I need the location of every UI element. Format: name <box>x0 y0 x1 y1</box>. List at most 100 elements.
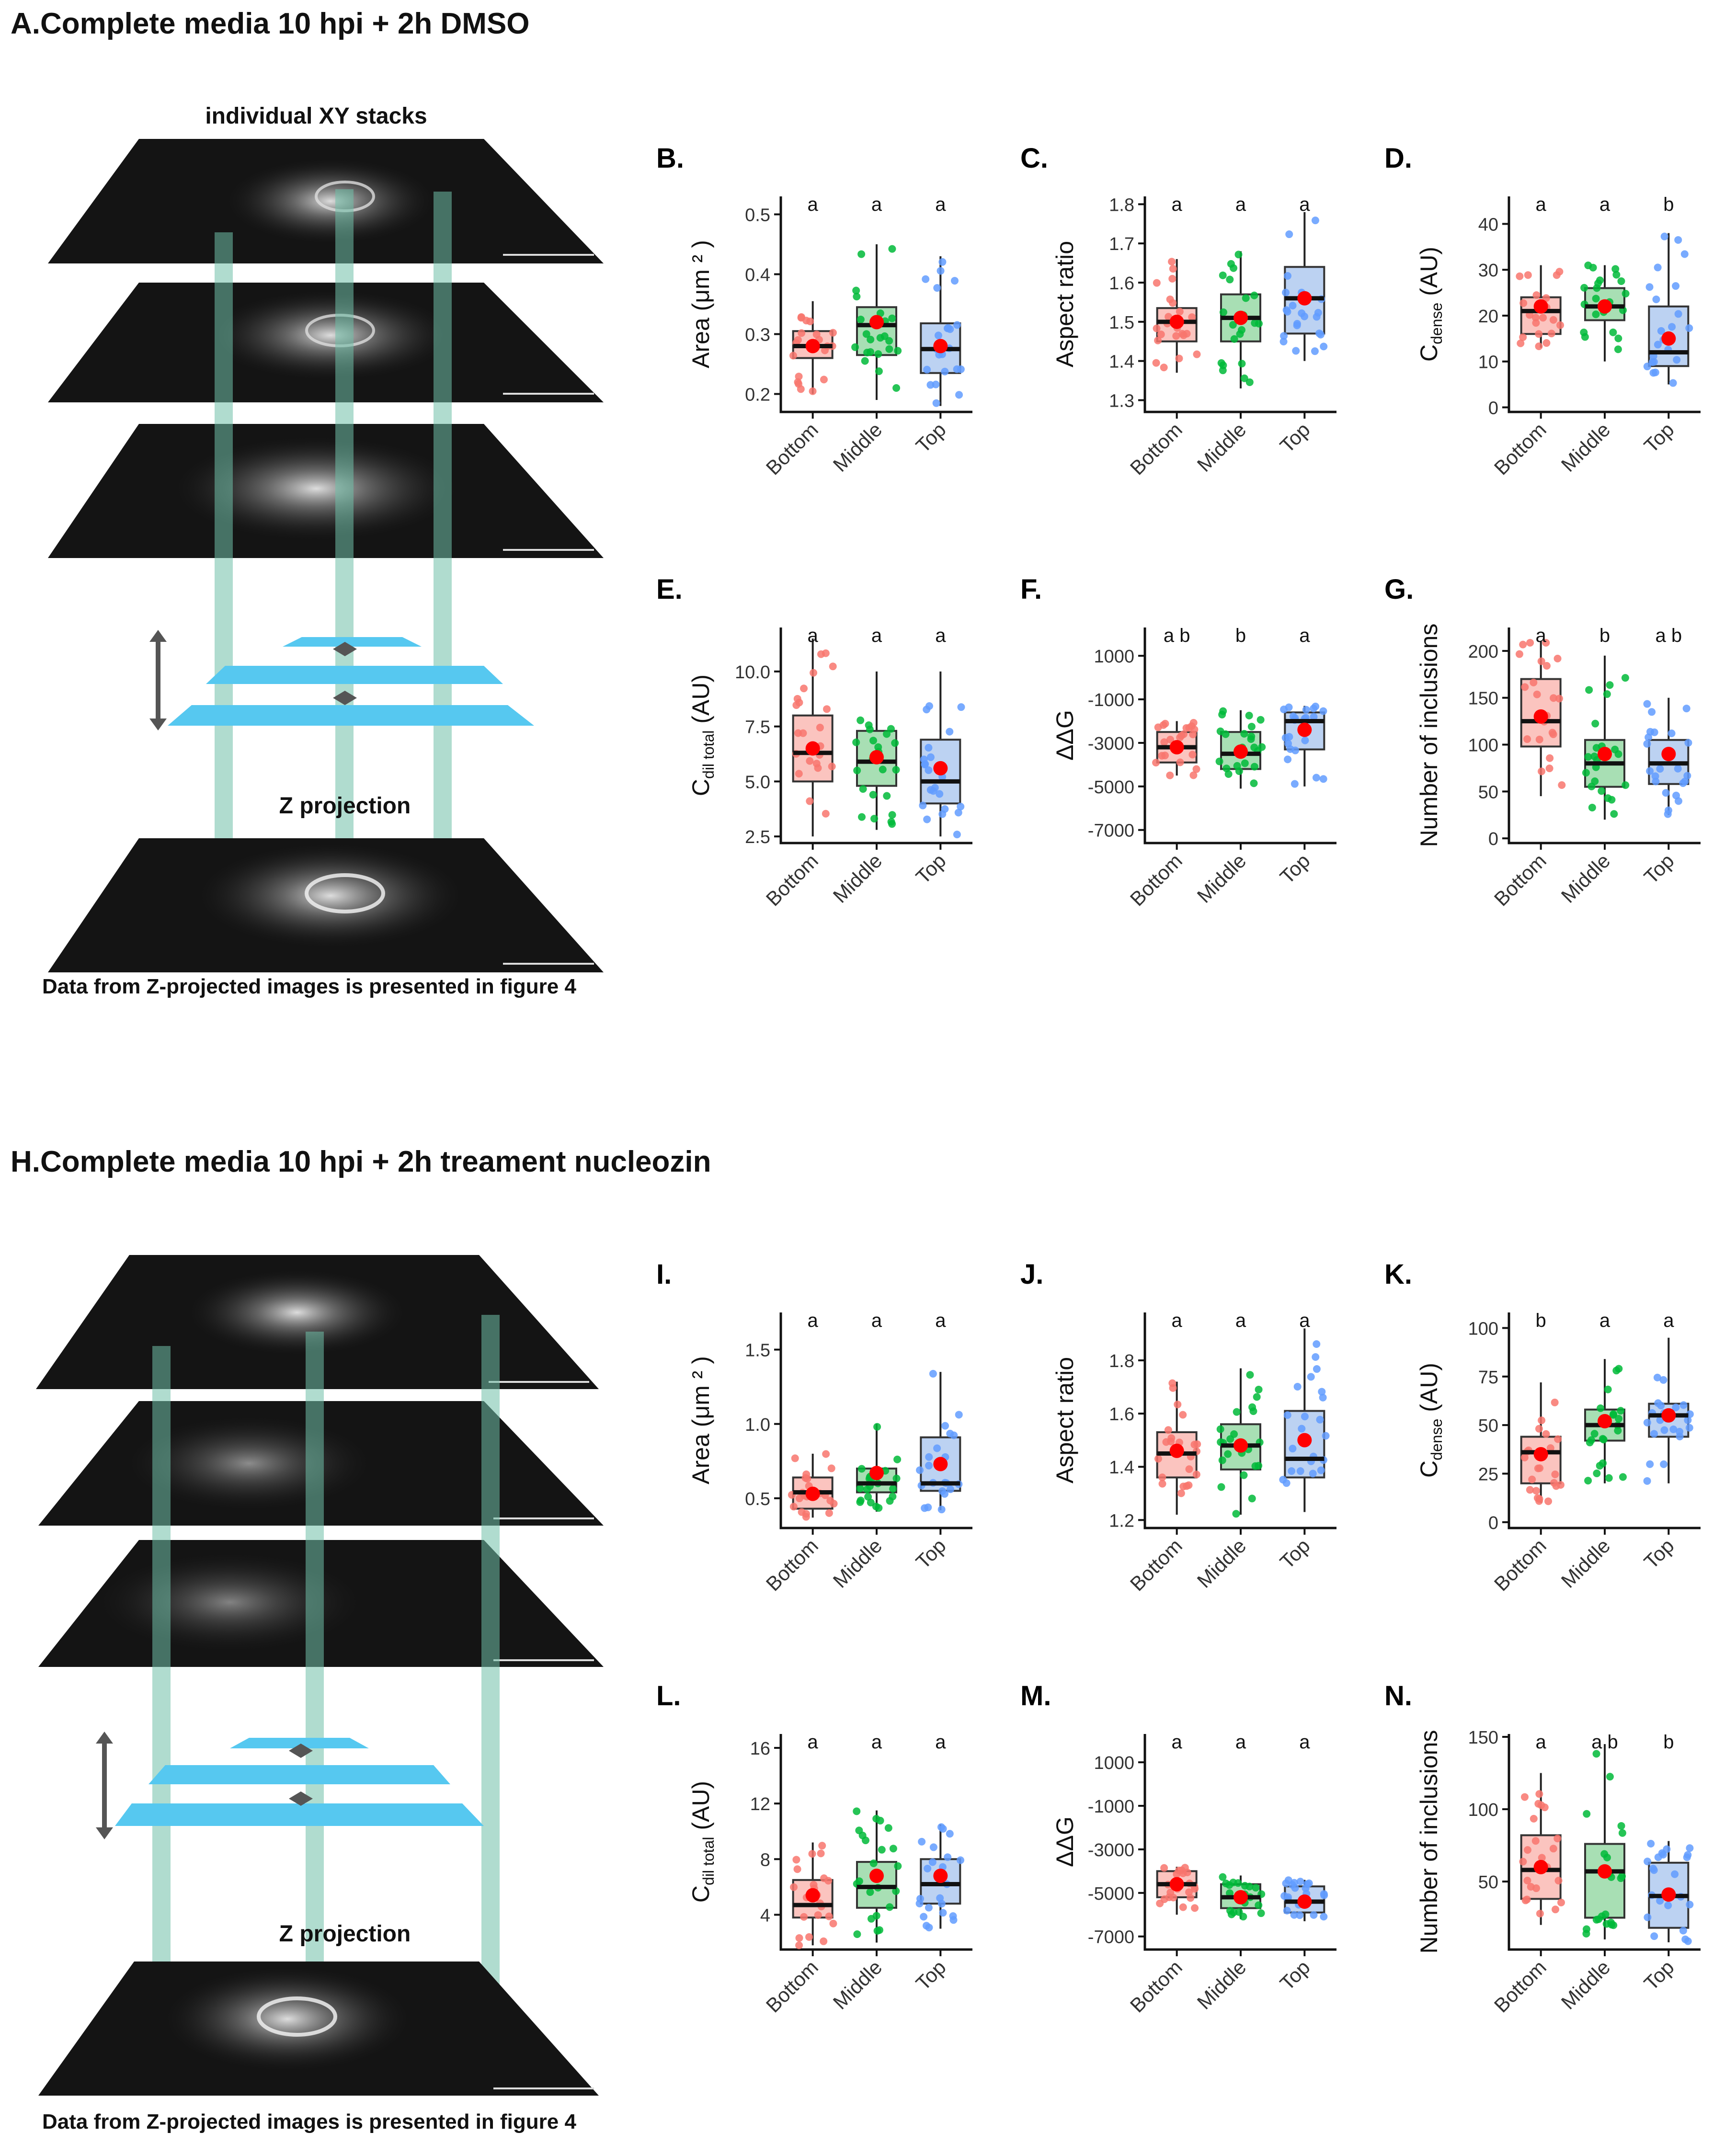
data-point <box>1654 1399 1662 1407</box>
data-point <box>1158 1473 1166 1482</box>
y-tick-label: 1.8 <box>1109 195 1134 215</box>
data-point <box>1645 283 1654 291</box>
x-tick-label: Middle <box>1557 1534 1615 1592</box>
projection-columns <box>152 1315 500 2043</box>
significance-letter: a <box>808 1732 819 1753</box>
data-point <box>1516 272 1524 280</box>
data-point <box>1252 1883 1260 1892</box>
box-top <box>919 671 965 839</box>
data-point <box>1686 1901 1694 1909</box>
data-point <box>1546 754 1554 762</box>
data-point <box>1556 1481 1565 1489</box>
data-point <box>1539 314 1547 322</box>
chart-I: I. 0.5 1.0 1.5 Area (μm ² ) a Bottom a Middle a To… <box>656 1259 972 1595</box>
chart-J: J. 1.2 1.4 1.6 1.8 Aspect ratio a Bottom a Middle… <box>1020 1259 1336 1595</box>
x-tick-label: Bottom <box>762 849 822 910</box>
x-tick-label: Middle <box>1557 849 1615 907</box>
data-point <box>798 329 806 337</box>
panel-label: C. <box>1020 143 1048 174</box>
significance-letter: a <box>1299 194 1310 215</box>
x-tick-label: Middle <box>1193 849 1251 907</box>
data-point <box>955 1411 963 1419</box>
y-tick-label: 5.0 <box>745 772 770 792</box>
box-bottom <box>1516 265 1565 350</box>
data-point <box>1606 1773 1614 1781</box>
data-point <box>790 1883 798 1891</box>
data-point <box>1193 1440 1201 1448</box>
data-point <box>889 1845 897 1853</box>
y-axis-label: Aspect ratio <box>1051 1357 1078 1483</box>
mean-point <box>1169 314 1184 329</box>
data-point <box>806 797 814 805</box>
data-point <box>861 357 869 365</box>
data-point <box>799 729 807 737</box>
data-point <box>1550 694 1558 702</box>
data-point <box>1542 1430 1550 1438</box>
data-point <box>1185 1465 1193 1473</box>
data-point <box>1537 657 1545 665</box>
data-point <box>1679 779 1687 787</box>
data-point <box>1609 328 1617 336</box>
y-tick-label: -3000 <box>1088 1840 1134 1860</box>
data-point <box>795 698 803 707</box>
data-point <box>1671 1870 1679 1878</box>
data-point <box>1617 277 1625 285</box>
data-point <box>1592 1750 1600 1758</box>
box-top <box>1279 212 1328 361</box>
data-point <box>1676 1427 1684 1436</box>
x-tick-label: Bottom <box>762 1534 822 1595</box>
panel-label: I. <box>656 1259 672 1290</box>
data-point <box>1652 295 1660 303</box>
data-point <box>1153 279 1161 287</box>
box-middle <box>852 671 900 830</box>
data-point <box>1248 1403 1256 1411</box>
data-point <box>1311 217 1319 225</box>
data-point <box>1535 1495 1543 1503</box>
data-point <box>795 372 803 380</box>
data-point <box>929 787 937 795</box>
axis-lines <box>1508 1734 1701 1951</box>
y-tick-label: 0.3 <box>745 325 770 345</box>
data-point <box>1650 1932 1658 1940</box>
data-point <box>1554 1877 1563 1885</box>
data-point <box>946 1830 954 1838</box>
data-point <box>828 763 836 771</box>
y-tick-label: 1.3 <box>1109 391 1134 411</box>
data-point <box>874 350 882 358</box>
box-middle <box>1582 655 1630 820</box>
chart-F: F. 1000 -1000 -3000 -5000 -7000 ΔΔG a b Bottom b M… <box>1020 574 1336 910</box>
data-point <box>1193 350 1201 358</box>
stack-illustration-a <box>48 139 604 972</box>
data-point <box>1225 1881 1233 1889</box>
xy-stack-2 <box>48 283 604 402</box>
data-point <box>1250 291 1258 299</box>
data-point <box>856 1498 864 1506</box>
box-bottom <box>1519 1773 1565 1925</box>
data-point <box>1551 1471 1559 1479</box>
x-tick-label: Bottom <box>1126 1534 1187 1595</box>
data-point <box>1532 1487 1540 1495</box>
data-point <box>950 1431 958 1439</box>
data-point <box>867 1498 875 1506</box>
data-point <box>1152 759 1160 767</box>
data-point <box>802 1470 811 1478</box>
data-point <box>1535 330 1543 338</box>
data-point <box>1152 359 1160 367</box>
significance-letter: b <box>1663 1732 1674 1753</box>
data-point <box>1667 730 1676 738</box>
data-point <box>1240 1471 1248 1479</box>
data-point <box>1296 1911 1304 1919</box>
data-point <box>1219 271 1227 279</box>
chart-C: C. 1.3 1.4 1.5 1.6 1.7 1.8 Aspect ratio a Bottom a… <box>1020 143 1336 479</box>
data-point <box>1660 1426 1668 1434</box>
data-point <box>915 1899 924 1907</box>
significance-letter: b <box>1663 194 1674 215</box>
data-point <box>858 1831 867 1839</box>
data-point <box>1241 759 1249 767</box>
x-tick-label: Middle <box>1193 418 1251 476</box>
data-point <box>1154 1455 1162 1463</box>
data-point <box>857 716 865 724</box>
chart-G: G. 0 50 100 150 200 Number of inclusions a Botto… <box>1384 574 1701 910</box>
x-tick-label: Top <box>912 1534 950 1573</box>
data-point <box>1188 751 1197 759</box>
